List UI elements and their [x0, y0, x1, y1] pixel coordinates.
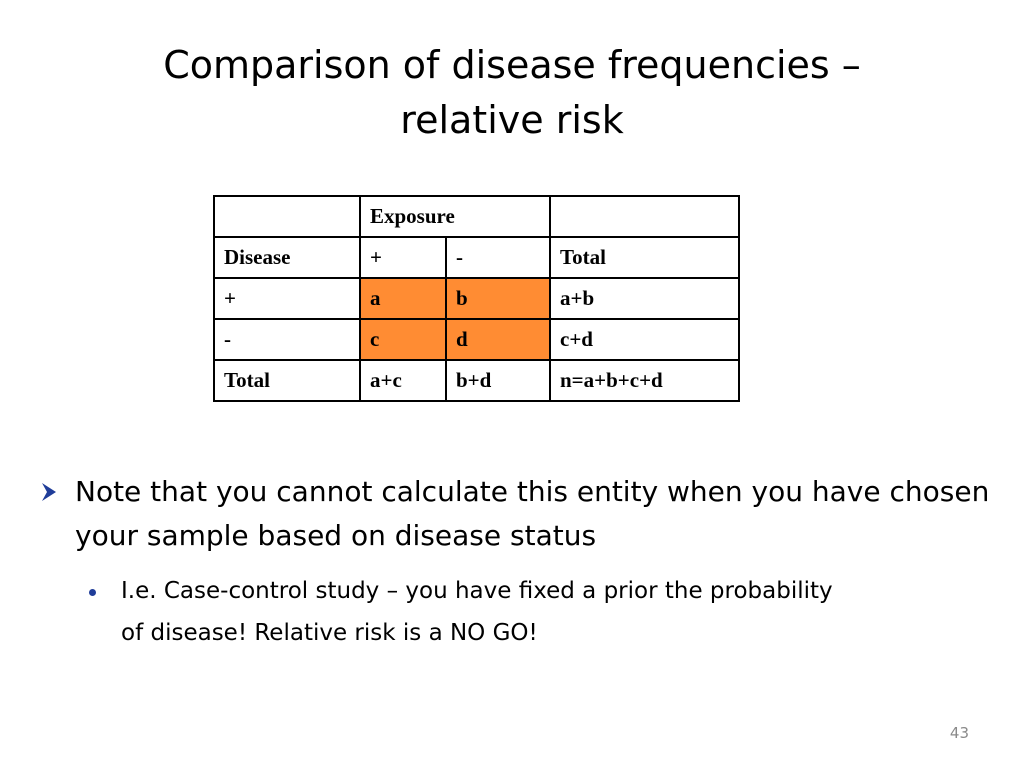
- table-row: Total a+c b+d n=a+b+c+d: [213, 359, 740, 402]
- table-row: + a b a+b: [213, 277, 740, 320]
- table-row: - c d c+d: [213, 318, 740, 361]
- slide-title-line-1: Comparison of disease frequencies –: [163, 43, 861, 87]
- table-cell: b+d: [445, 359, 551, 402]
- table-row: Exposure: [213, 195, 740, 238]
- table-row: Disease + - Total: [213, 236, 740, 279]
- arrow-bullet-icon: [42, 483, 56, 501]
- table-cell: a+b: [549, 277, 740, 320]
- table-cell: c+d: [549, 318, 740, 361]
- table-cell: a+c: [359, 359, 447, 402]
- sub-bullet-item: I.e. Case-control study – you have fixed…: [40, 570, 841, 654]
- table-cell: Total: [549, 236, 740, 279]
- table-cell: -: [445, 236, 551, 279]
- table-cell: -: [213, 318, 361, 361]
- table-cell: +: [359, 236, 447, 279]
- exposure-header-cell: Exposure: [359, 195, 551, 238]
- table-cell: +: [213, 277, 361, 320]
- highlighted-cell: c: [359, 318, 447, 361]
- slide-title-line-2: relative risk: [400, 98, 624, 142]
- highlighted-cell: a: [359, 277, 447, 320]
- slide-title: Comparison of disease frequencies – rela…: [0, 38, 1024, 148]
- contingency-table: Exposure Disease + - Total + a b a+b - c…: [213, 195, 740, 402]
- table-cell: [213, 195, 361, 238]
- table-cell: [549, 195, 740, 238]
- table-cell: Disease: [213, 236, 361, 279]
- table-cell: n=a+b+c+d: [549, 359, 740, 402]
- table-cell: Total: [213, 359, 361, 402]
- bullet-item: Note that you cannot calculate this enti…: [40, 470, 990, 558]
- bullet-list: Note that you cannot calculate this enti…: [40, 470, 990, 654]
- highlighted-cell: d: [445, 318, 551, 361]
- highlighted-cell: b: [445, 277, 551, 320]
- dot-bullet-icon: [89, 589, 96, 596]
- page-number: 43: [949, 724, 969, 742]
- sub-bullet-text: I.e. Case-control study – you have fixed…: [121, 578, 833, 646]
- bullet-text: Note that you cannot calculate this enti…: [75, 475, 990, 552]
